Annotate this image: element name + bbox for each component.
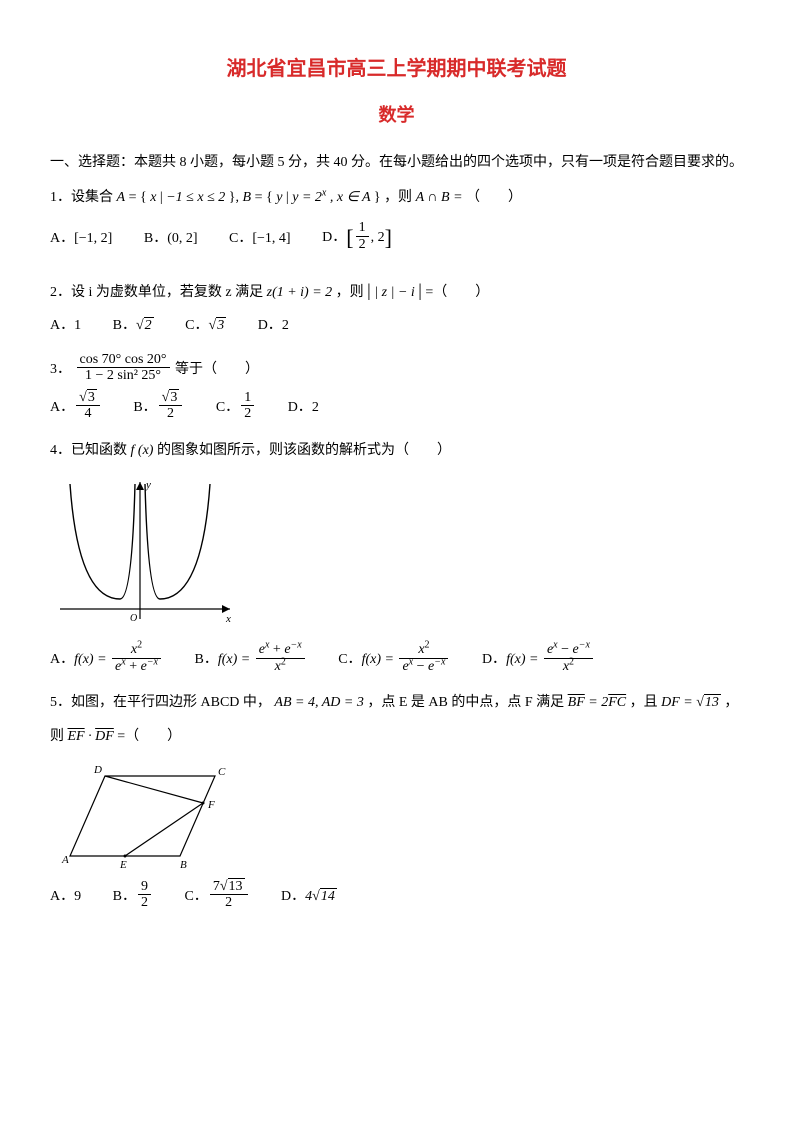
q2-lead: 2．设 i 为虚数单位，若复数 z 满足 bbox=[50, 285, 267, 300]
q2-opt-b: B．2 bbox=[113, 313, 154, 340]
q3-opt-d: D．2 bbox=[288, 395, 319, 422]
q2-opt-c: C．3 bbox=[185, 313, 226, 340]
q4-opt-d: D．f(x) = ex − e−xx2 bbox=[482, 644, 595, 676]
svg-text:B: B bbox=[180, 859, 187, 871]
q1-options: A．[−1, 2] B．(0, 2] C．[−1, 4] D．[12, 2] bbox=[50, 217, 743, 259]
q5-m3: DF = 13 bbox=[661, 694, 721, 710]
q5-lead: 5．如图，在平行四边形 ABCD 中， bbox=[50, 695, 271, 710]
q4-options: A．f(x) = x2ex + e−x B．f(x) = ex + e−xx2 … bbox=[50, 644, 743, 676]
q5-opt-d: D．414 bbox=[281, 884, 337, 911]
q3-tail: 等于（ ） bbox=[175, 362, 259, 377]
q5-opt-c: C．7132 bbox=[184, 881, 249, 913]
q5-l2a: 则 bbox=[50, 729, 68, 744]
q3-opt-a: A．34 bbox=[50, 392, 102, 424]
svg-text:y: y bbox=[145, 479, 151, 491]
q1-opt-b: B．(0, 2] bbox=[144, 226, 198, 253]
q4-text: 4．已知函数 f (x) 的图象如图所示，则该函数的解析式为（ ） bbox=[50, 443, 451, 458]
q5-m1: AB = 4, AD = 3 bbox=[274, 695, 363, 710]
q2-opt-a: A．1 bbox=[50, 313, 81, 340]
q3-fraction: cos 70° cos 20° 1 − 2 sin² 25° bbox=[77, 352, 170, 384]
question-5: 5．如图，在平行四边形 ABCD 中， AB = 4, AD = 3 ，点 E … bbox=[50, 690, 743, 717]
q3-lead: 3． bbox=[50, 362, 71, 377]
question-4: 4．已知函数 f (x) 的图象如图所示，则该函数的解析式为（ ） bbox=[50, 438, 743, 465]
question-2: 2．设 i 为虚数单位，若复数 z 满足 z(1 + i) = 2 ，则 | |… bbox=[50, 273, 743, 307]
q1-opt-d: D．[12, 2] bbox=[322, 217, 392, 259]
question-3: 3． cos 70° cos 20° 1 − 2 sin² 25° 等于（ ） bbox=[50, 354, 743, 386]
q1-intersect: A ∩ B = bbox=[416, 190, 463, 205]
q3-opt-b: B．32 bbox=[133, 392, 184, 424]
q2-tail: =（ ） bbox=[425, 285, 489, 300]
q1-opt-c: C．[−1, 4] bbox=[229, 226, 291, 253]
q4-opt-a: A．f(x) = x2ex + e−x bbox=[50, 644, 163, 676]
q4-opt-c: C．f(x) = x2ex − e−x bbox=[338, 644, 450, 676]
q3-options: A．34 B．32 C．12 D．2 bbox=[50, 392, 743, 424]
svg-text:F: F bbox=[207, 799, 215, 811]
q4-graph: y x O bbox=[50, 474, 743, 634]
q5-options: A．9 B．92 C．7132 D．414 bbox=[50, 881, 743, 913]
q4-opt-b: B．f(x) = ex + e−xx2 bbox=[195, 644, 307, 676]
q2-abs: | | z | − i | bbox=[367, 285, 422, 300]
q5-m2: BF = 2FC bbox=[568, 695, 626, 710]
page-title: 湖北省宜昌市高三上学期期中联考试题 bbox=[50, 50, 743, 88]
q5-d: ， bbox=[724, 695, 738, 710]
q3-opt-c: C．12 bbox=[216, 392, 256, 424]
svg-text:A: A bbox=[61, 854, 69, 866]
q5-graph: A E B C F D bbox=[50, 761, 743, 871]
svg-text:x: x bbox=[225, 613, 231, 625]
q2-options: A．1 B．2 C．3 D．2 bbox=[50, 313, 743, 340]
q2-mid: ，则 bbox=[336, 285, 368, 300]
q1-opt-a: A．[−1, 2] bbox=[50, 226, 112, 253]
q1-mid: ，则 bbox=[384, 190, 416, 205]
q2-opt-d: D．2 bbox=[258, 313, 289, 340]
svg-text:D: D bbox=[93, 764, 102, 776]
q1-lead: 1．设集合 bbox=[50, 190, 117, 205]
svg-text:C: C bbox=[218, 766, 226, 778]
q5-m4: EF · DF bbox=[68, 729, 114, 744]
question-1: 1．设集合 A = { x | −1 ≤ x ≤ 2 }, B = { y | … bbox=[50, 185, 743, 212]
q5-opt-a: A．9 bbox=[50, 884, 81, 911]
svg-text:E: E bbox=[119, 859, 127, 871]
svg-text:O: O bbox=[130, 613, 137, 624]
q5-opt-b: B．92 bbox=[113, 881, 153, 913]
q5-l2b: =（ ） bbox=[117, 729, 181, 744]
section-1-heading: 一、选择题：本题共 8 小题，每小题 5 分，共 40 分。在每小题给出的四个选… bbox=[50, 150, 743, 177]
q5-b: ，点 E 是 AB 的中点，点 F 满足 bbox=[367, 695, 567, 710]
q1-math-sets: A = { x | −1 ≤ x ≤ 2 }, B = { y | y = 2x… bbox=[117, 190, 385, 205]
q1-tail: （ ） bbox=[466, 190, 522, 205]
q5-c: ，且 bbox=[630, 695, 662, 710]
q2-eq: z(1 + i) = 2 bbox=[267, 285, 333, 300]
question-5-line2: 则 EF · DF =（ ） bbox=[50, 724, 743, 751]
page-subject: 数学 bbox=[50, 98, 743, 132]
